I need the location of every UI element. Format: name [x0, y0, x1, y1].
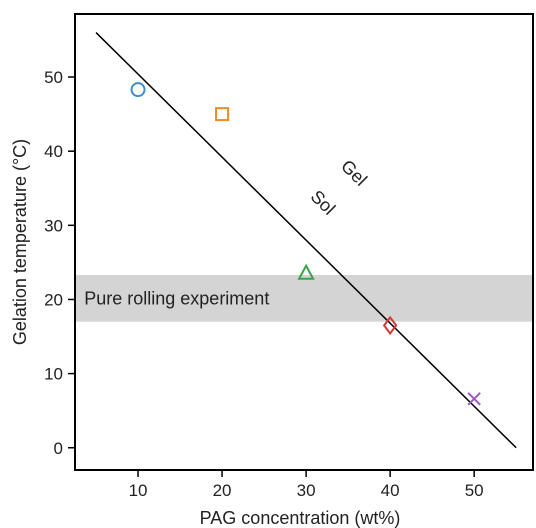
data-point-triangle [297, 263, 315, 280]
x-tick-label: 20 [213, 481, 232, 500]
y-tick-label: 30 [44, 216, 63, 235]
region-label-sol: Sol [307, 186, 340, 219]
experiment-band [75, 274, 533, 322]
y-tick-label: 0 [54, 439, 63, 458]
y-tick-label: 10 [44, 365, 63, 384]
x-tick-label: 50 [465, 481, 484, 500]
x-tick-label: 30 [297, 481, 316, 500]
data-point-cross-stroke-b [467, 392, 481, 406]
region-label-gel: Gel [337, 156, 371, 190]
band-label: Pure rolling experiment [84, 288, 269, 308]
x-tick-label: 40 [381, 481, 400, 500]
x-tick-label: 10 [129, 481, 148, 500]
y-tick-label: 20 [44, 290, 63, 309]
plot-frame [74, 13, 534, 471]
y-axis-label: Gelation temperature (°C) [10, 139, 30, 345]
y-tick-label: 40 [44, 142, 63, 161]
x-axis-label: PAG concentration (wt%) [200, 508, 401, 528]
data-point-diamond [382, 315, 398, 336]
data-point-cross [467, 392, 481, 406]
data-point-circle [130, 82, 146, 98]
data-point-square [215, 107, 230, 122]
y-tick-label: 50 [44, 68, 63, 87]
sol-gel-boundary-line [95, 32, 517, 449]
